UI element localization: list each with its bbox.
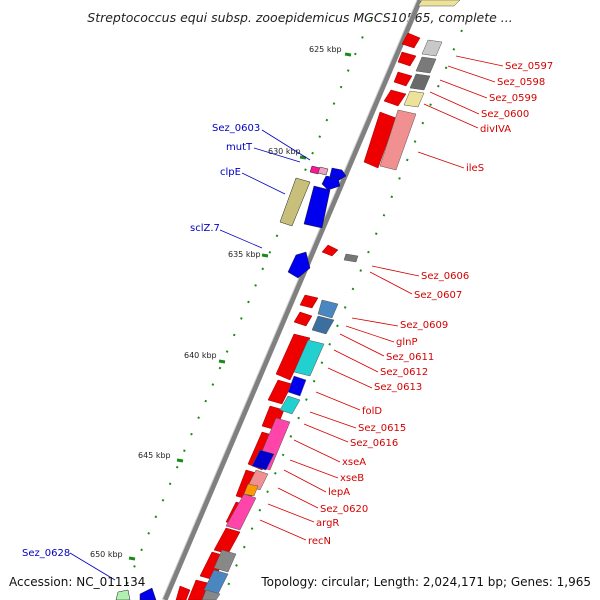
gene-features-left [115, 165, 347, 600]
tick-label-640: 640 kbp [184, 351, 217, 360]
gene-label: Sez_0597 [505, 61, 553, 72]
gene-label: Sez_0609 [400, 320, 448, 331]
connectors-left [69, 129, 311, 581]
gene-label: folD [362, 406, 382, 417]
gene-features-red [175, 32, 421, 600]
gene-label: Sez_0628 [22, 548, 70, 559]
tick-label-625: 625 kbp [309, 45, 342, 54]
tick-label-630: 630 kbp [268, 147, 301, 156]
gene-label: Sez_0603 [212, 123, 260, 134]
tick-label-650: 650 kbp [90, 550, 123, 559]
gene-label: xseA [342, 457, 366, 468]
gene-label: divIVA [480, 124, 511, 135]
gene-label: Sez_0600 [481, 109, 529, 120]
gene-labels-right: Sez_0597 Sez_0598 Sez_0599 Sez_0600 divI… [308, 61, 553, 547]
tick-label-645: 645 kbp [138, 451, 171, 460]
gene-label: clpE [220, 167, 241, 178]
gene-label: Sez_0620 [320, 504, 368, 515]
accession-text: Accession: NC_011134 [9, 575, 146, 589]
gene-label: ileS [466, 163, 484, 174]
gene-label: xseB [340, 473, 364, 484]
gene-labels-left: Sez_0603 mutT clpE sclZ.7 Sez_0628 [22, 123, 260, 559]
summary-text: Topology: circular; Length: 2,024,171 bp… [261, 575, 591, 589]
gene-features-outer [201, 0, 461, 600]
connectors-right [259, 55, 504, 541]
gene-label: Sez_0615 [358, 423, 406, 434]
gene-label: Sez_0616 [350, 438, 398, 449]
gene-label: glnP [396, 337, 418, 348]
gene-label: Sez_0599 [489, 93, 537, 104]
gene-label: recN [308, 536, 331, 547]
gene-label: Sez_0598 [497, 77, 545, 88]
gene-label: lepA [328, 487, 350, 498]
gene-label: mutT [226, 142, 253, 153]
gene-label: sclZ.7 [190, 223, 220, 234]
gene-label: Sez_0606 [421, 271, 469, 282]
gene-label: argR [316, 518, 339, 529]
gene-label: Sez_0611 [386, 352, 434, 363]
gene-label: Sez_0612 [380, 367, 428, 378]
gene-label: Sez_0607 [414, 290, 462, 301]
major-ticks [128, 52, 352, 561]
backbone-line [162, 0, 423, 600]
map-title: Streptococcus equi subsp. zooepidemicus … [87, 10, 513, 25]
tick-label-635: 635 kbp [228, 250, 261, 259]
gene-label: Sez_0613 [374, 382, 422, 393]
